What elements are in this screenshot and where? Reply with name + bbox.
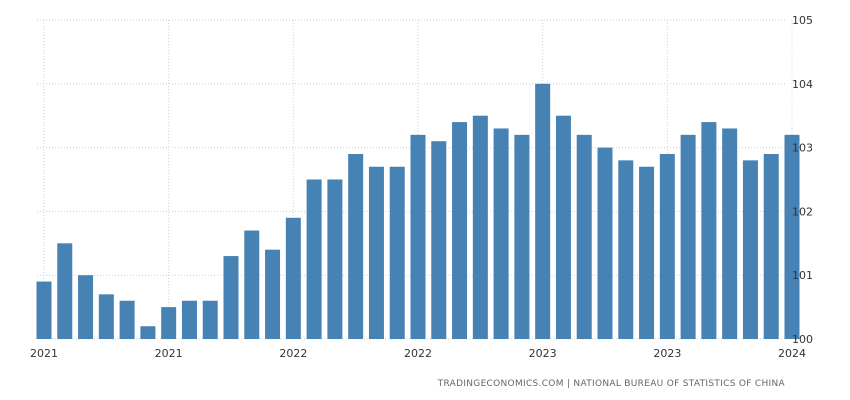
bar xyxy=(348,153,364,339)
x-tick-label: 2024 xyxy=(778,347,806,360)
bar xyxy=(784,134,800,339)
bar xyxy=(576,134,592,339)
y-tick-label: 101 xyxy=(792,269,813,282)
bar xyxy=(285,217,301,339)
x-axis-ticks: 2021 2021 2022 2022 2023 2023 2024 xyxy=(30,347,806,360)
bar xyxy=(98,294,114,339)
y-tick-label: 105 xyxy=(792,14,813,27)
bar xyxy=(119,300,135,339)
y-tick-label: 102 xyxy=(792,205,813,218)
bar xyxy=(431,141,447,339)
bar xyxy=(680,134,696,339)
source-attribution: TRADINGECONOMICS.COM | NATIONAL BUREAU O… xyxy=(437,379,786,389)
bar xyxy=(659,153,675,339)
x-tick-label: 2023 xyxy=(529,347,557,360)
bar xyxy=(763,153,779,339)
bar xyxy=(36,281,52,339)
bar xyxy=(472,115,488,339)
bar xyxy=(535,83,551,339)
x-tick-label: 2022 xyxy=(404,347,432,360)
bar xyxy=(410,134,426,339)
bar xyxy=(223,256,239,339)
bar xyxy=(597,147,613,339)
bar xyxy=(368,166,384,339)
bar xyxy=(701,122,717,339)
bar xyxy=(265,249,281,339)
y-tick-label: 103 xyxy=(792,142,813,155)
y-tick-label: 100 xyxy=(792,333,813,346)
y-axis-ticks: 100 101 102 103 104 105 xyxy=(792,14,813,346)
x-tick-label: 2021 xyxy=(30,347,58,360)
bar xyxy=(389,166,405,339)
bar xyxy=(618,160,634,339)
y-tick-label: 104 xyxy=(792,78,813,91)
bar xyxy=(161,307,177,339)
bar xyxy=(57,243,73,339)
bar xyxy=(514,134,530,339)
bar xyxy=(244,230,260,339)
bar xyxy=(452,122,468,339)
bar xyxy=(327,179,343,339)
bar xyxy=(306,179,322,339)
x-tick-label: 2022 xyxy=(279,347,307,360)
bars xyxy=(36,83,800,339)
bar xyxy=(722,128,738,339)
bar xyxy=(555,115,571,339)
x-tick-label: 2023 xyxy=(653,347,681,360)
bar xyxy=(493,128,509,339)
bar xyxy=(639,166,655,339)
bar xyxy=(181,300,197,339)
bar xyxy=(140,326,156,339)
bar xyxy=(78,275,94,339)
bar xyxy=(742,160,758,339)
bar xyxy=(202,300,218,339)
x-tick-label: 2021 xyxy=(155,347,183,360)
